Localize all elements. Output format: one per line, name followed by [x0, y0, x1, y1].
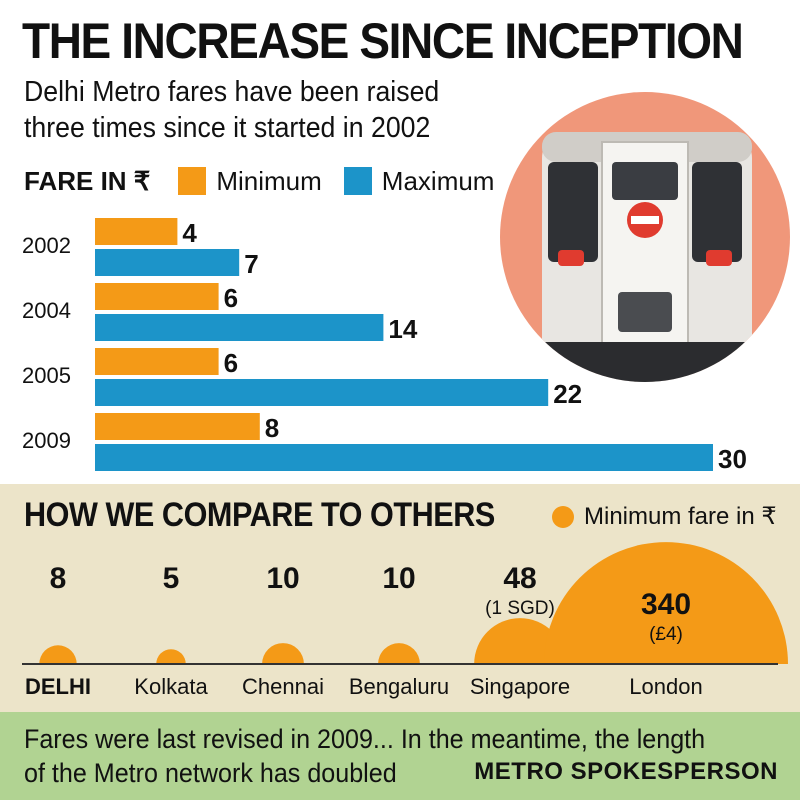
bar-value-label: 8 — [265, 413, 279, 443]
compare-title: HOW WE COMPARE TO OTHERS — [24, 496, 495, 534]
fare-bubble — [474, 618, 566, 664]
bar-minimum — [95, 283, 219, 310]
fare-value-label: 5 — [163, 562, 180, 595]
compare-section: 8 DELHI 5 Kolkata 10 Chennai 10 Bengaluru 48 (1 S… — [0, 484, 800, 712]
page-subtitle: Delhi Metro fares have been raised three… — [24, 76, 440, 144]
bar-maximum — [95, 314, 384, 341]
bar-value-label: 7 — [244, 249, 258, 279]
city-label: Kolkata — [134, 674, 208, 699]
bar-minimum — [95, 348, 219, 375]
bar-maximum — [95, 249, 240, 276]
compare-legend-label: Minimum fare in ₹ — [584, 503, 777, 530]
legend-swatch-minimum — [178, 167, 207, 195]
year-label: 2002 — [22, 233, 71, 258]
legend-label: FARE IN ₹ — [24, 165, 151, 196]
bar-value-label: 30 — [718, 444, 747, 474]
fare-bar-chart: 2002 4 7 2004 6 14 2005 6 22 2009 8 30 — [22, 218, 747, 474]
fare-value-label: 10 — [266, 562, 299, 595]
bar-value-label: 14 — [388, 314, 417, 344]
fare-value-label: 10 — [382, 562, 415, 595]
compare-legend: Minimum fare in ₹ — [552, 502, 777, 531]
fare-sub-label: (£4) — [649, 624, 683, 645]
year-label: 2004 — [22, 298, 71, 323]
bar-minimum — [95, 218, 178, 245]
legend-item-maximum: Maximum — [381, 165, 495, 196]
compare-bubble-chart: 8 DELHI 5 Kolkata 10 Chennai 10 Bengaluru 48 (1 S… — [22, 542, 788, 699]
fare-bubble — [39, 645, 77, 664]
city-label: Singapore — [470, 674, 570, 699]
bar-maximum — [95, 379, 549, 406]
footer-credit: METRO SPOKESPERSON — [474, 758, 778, 785]
bar-value-label: 6 — [224, 348, 238, 378]
year-label: 2005 — [22, 363, 71, 388]
bar-value-label: 6 — [224, 283, 238, 313]
city-label: Bengaluru — [349, 674, 449, 699]
fare-value-label: 340 — [641, 588, 691, 621]
bar-value-label: 22 — [553, 379, 582, 409]
legend-item-minimum: Minimum — [216, 165, 322, 196]
fare-bubble — [262, 643, 304, 664]
fare-sub-label: (1 SGD) — [485, 598, 555, 619]
bar-value-label: 4 — [182, 218, 197, 248]
footer-quote: Fares were last revised in 2009... In th… — [24, 724, 706, 788]
fare-legend: FARE IN ₹ Minimum Maximum — [24, 166, 516, 196]
fare-bubble — [544, 542, 788, 664]
city-label: Chennai — [242, 674, 324, 699]
fare-value-label: 8 — [50, 562, 67, 595]
fare-value-label: 48 — [503, 562, 536, 595]
fare-bubble — [378, 643, 420, 664]
compare-legend-dot — [552, 505, 574, 528]
page-title: THE INCREASE SINCE INCEPTION — [22, 13, 744, 69]
footer: Fares were last revised in 2009... In th… — [0, 712, 800, 800]
fare-bubble — [156, 649, 186, 664]
bar-maximum — [95, 444, 713, 471]
legend-swatch-maximum — [343, 167, 372, 195]
metro-train-photo — [500, 92, 790, 382]
bar-minimum — [95, 413, 260, 440]
city-label: London — [629, 674, 702, 699]
city-label: DELHI — [25, 674, 91, 699]
year-label: 2009 — [22, 428, 71, 453]
